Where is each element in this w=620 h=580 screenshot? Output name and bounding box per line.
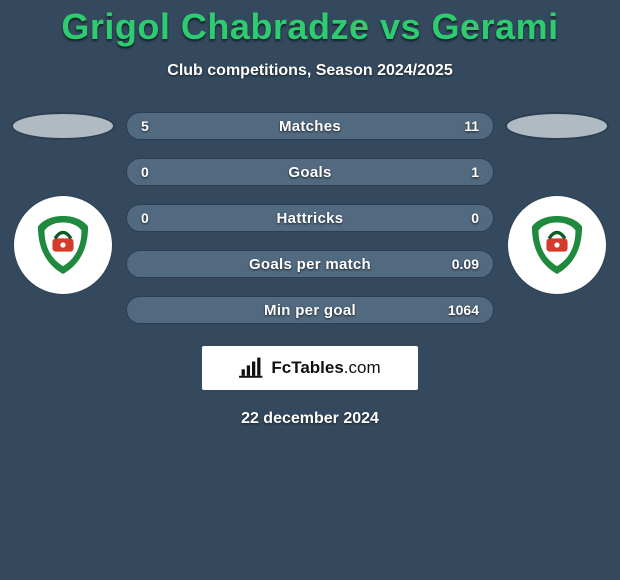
stat-label: Goals bbox=[288, 164, 331, 181]
stat-right-value: 11 bbox=[464, 113, 479, 139]
subtitle: Club competitions, Season 2024/2025 bbox=[0, 62, 620, 80]
club-crest-icon bbox=[524, 212, 590, 278]
brand-watermark: FcTables.com bbox=[202, 346, 418, 390]
brand-name: FcTables bbox=[271, 358, 343, 377]
right-player-col bbox=[502, 112, 612, 324]
stat-row-min-per-goal: Min per goal 1064 bbox=[126, 296, 494, 324]
stat-right-value: 1064 bbox=[448, 297, 479, 323]
club-badge-right bbox=[508, 196, 606, 294]
date-line: 22 december 2024 bbox=[0, 410, 620, 428]
stat-row-goals: 0 Goals 1 bbox=[126, 158, 494, 186]
stat-label: Matches bbox=[279, 118, 341, 135]
club-badge-left bbox=[14, 196, 112, 294]
stat-left-value: 0 bbox=[141, 205, 149, 231]
stat-label: Hattricks bbox=[277, 210, 344, 227]
stat-left-value: 0 bbox=[141, 159, 149, 185]
bar-chart-icon bbox=[239, 357, 265, 379]
player-photo-placeholder-right bbox=[505, 112, 609, 140]
player-photo-placeholder-left bbox=[11, 112, 115, 140]
page-title: Grigol Chabradze vs Gerami bbox=[0, 0, 620, 48]
stat-right-value: 0.09 bbox=[452, 251, 479, 277]
brand-text: FcTables.com bbox=[271, 358, 380, 378]
club-crest-icon bbox=[30, 212, 96, 278]
stat-row-matches: 5 Matches 11 bbox=[126, 112, 494, 140]
stat-row-hattricks: 0 Hattricks 0 bbox=[126, 204, 494, 232]
comparison-columns: 5 Matches 11 0 Goals 1 0 Hattricks 0 Goa… bbox=[0, 112, 620, 324]
stat-row-goals-per-match: Goals per match 0.09 bbox=[126, 250, 494, 278]
stat-right-value: 0 bbox=[471, 205, 479, 231]
stat-right-value: 1 bbox=[471, 159, 479, 185]
brand-domain: .com bbox=[344, 358, 381, 377]
stat-label: Min per goal bbox=[264, 302, 356, 319]
stat-left-value: 5 bbox=[141, 113, 149, 139]
stat-label: Goals per match bbox=[249, 256, 371, 273]
stats-column: 5 Matches 11 0 Goals 1 0 Hattricks 0 Goa… bbox=[118, 112, 502, 324]
left-player-col bbox=[8, 112, 118, 324]
